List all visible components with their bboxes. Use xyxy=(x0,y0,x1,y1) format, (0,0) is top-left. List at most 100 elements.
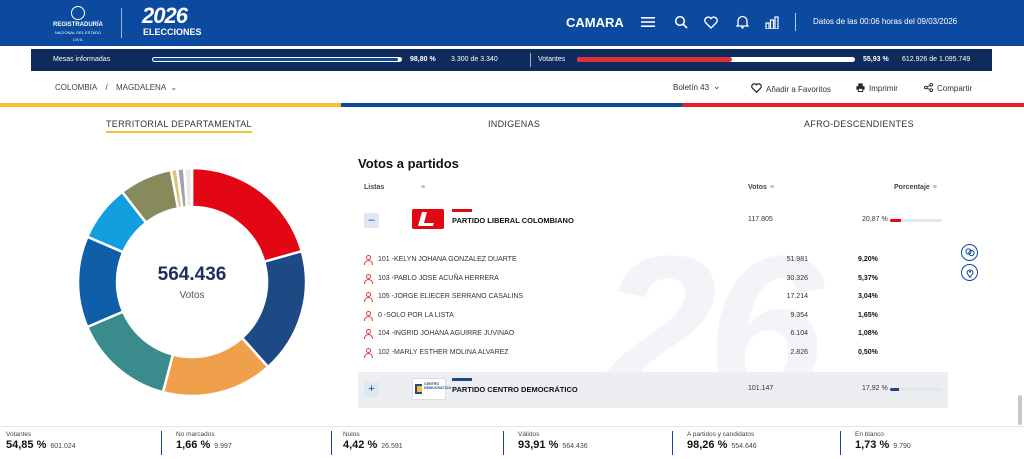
sort-icon: ≡ xyxy=(932,184,937,191)
candidate-name: 0 -SOLO POR LA LISTA xyxy=(378,311,454,319)
candidate-name: 101 -KELYN JOHANA GONZALEZ DUARTE xyxy=(378,256,517,263)
candidate-name: 104 -INGRID JOHANA AGUIRRE JUVINAO xyxy=(378,330,515,337)
candidate-votes: 51.981 xyxy=(786,256,808,263)
votantes-progress-bar xyxy=(577,57,855,62)
chevron-down-icon[interactable]: ⌄ xyxy=(170,83,178,92)
candidate-row[interactable]: 102 -MARLY ESTHER MOLINA ALVAREZ 2.826 0,5… xyxy=(364,347,884,360)
donut-slice-10[interactable] xyxy=(182,166,194,209)
party-logo-centro-democratico: CENTRO DEMOCRÁTICO xyxy=(412,378,452,400)
share-button[interactable]: Compartir xyxy=(924,83,972,94)
candidate-percent: 0,50% xyxy=(858,348,878,356)
footer-label: En blanco xyxy=(855,431,884,438)
votantes-progress-fill xyxy=(577,57,733,62)
candidate-name: 102 -MARLY ESTHER MOLINA ALVAREZ xyxy=(378,348,509,356)
seal-icon xyxy=(71,6,85,20)
progress-stats-bar: Mesas informadas 98,80 % 3.300 de 3.340 … xyxy=(31,49,992,71)
print-button[interactable]: Imprimir xyxy=(856,83,898,94)
user-icon xyxy=(364,310,373,321)
user-icon xyxy=(364,347,373,358)
footer-divider xyxy=(331,431,332,455)
corporation-title: CAMARA xyxy=(566,15,624,30)
candidate-votes: 17.214 xyxy=(786,293,808,300)
col-porcentaje-label: Porcentaje xyxy=(894,184,930,191)
party-name: PARTIDO CENTRO DEMOCRÁTICO xyxy=(452,385,578,394)
candidate-percent: 9,20% xyxy=(858,256,878,263)
candidate-row[interactable]: 103 -PABLO JOSE ACUÑA HERRERA 30.326 5,37% xyxy=(364,273,884,286)
footer-percent: 93,91 % xyxy=(518,439,559,451)
candidate-percent: 5,37% xyxy=(858,274,878,282)
party-percent: 17,92 % xyxy=(862,385,888,392)
chat-icon[interactable] xyxy=(961,244,978,261)
data-timestamp: Datos de las 00:06 horas del 09/03/2026 xyxy=(813,17,958,26)
tab-indigenas[interactable]: INDIGENAS xyxy=(488,119,541,129)
heart-icon[interactable] xyxy=(703,14,719,30)
mesas-progress-fill xyxy=(152,57,399,62)
add-favorites-button[interactable]: Añadir a Favoritos xyxy=(751,83,831,95)
expand-button[interactable]: + xyxy=(364,382,379,397)
footer-divider xyxy=(503,431,504,455)
registraduria-logo[interactable]: REGISTRADURÍA NACIONAL DEL ESTADO CIVIL xyxy=(50,6,106,42)
footer-label: No marcados xyxy=(176,431,215,438)
donut-center: 564.436 Votos xyxy=(77,167,307,397)
breadcrumb-department[interactable]: MAGDALENA xyxy=(115,83,167,92)
bar-chart-icon[interactable] xyxy=(764,14,780,30)
party-row-centro-democratico: + CENTRO DEMOCRÁTICO PARTIDO CENTRO DEMO… xyxy=(358,372,948,408)
col-header-porcentaje[interactable]: Porcentaje ≡ xyxy=(894,184,937,191)
footer-percent: 4,42 % xyxy=(343,439,378,451)
logo-year: 2026 xyxy=(142,3,188,28)
col-header-votos[interactable]: Votos ≡ xyxy=(748,184,774,191)
tab-territorial[interactable]: TERRITORIAL DEPARTAMENTAL xyxy=(106,119,252,133)
col-listas-menu-icon[interactable]: ≡ xyxy=(421,184,426,191)
party-color-stripe xyxy=(452,378,472,381)
candidate-row[interactable]: 104 -INGRID JOHANA AGUIRRE JUVINAO 6.104 1… xyxy=(364,329,884,341)
party-color-stripe xyxy=(452,209,472,212)
party-votes: 117.805 xyxy=(748,216,773,223)
scrollbar[interactable] xyxy=(1018,395,1022,425)
party-percent-fill xyxy=(890,388,900,391)
candidate-votes: 2.826 xyxy=(790,348,808,356)
footer-count: 26.591 xyxy=(381,443,403,450)
footer-count: 554.646 xyxy=(731,443,757,450)
menu-icon[interactable] xyxy=(640,14,656,30)
votes-donut-chart: 564.436 Votos xyxy=(76,166,308,398)
candidate-row[interactable]: 105 -JORGE ELIECER SERRANO CASALINS 17.21… xyxy=(364,292,884,304)
col-listas-label: Listas xyxy=(364,184,385,191)
results-title: Votos a partidos xyxy=(358,156,459,171)
footer-count: 601.024 xyxy=(50,443,76,450)
candidate-row[interactable]: 0 -SOLO POR LA LISTA 9.354 1,65% xyxy=(364,310,884,323)
print-label: Imprimir xyxy=(869,84,898,93)
votantes-label: Votantes xyxy=(538,56,566,63)
footer-divider xyxy=(672,431,673,455)
candidate-votes: 30.326 xyxy=(786,274,808,282)
footer-count: 564.436 xyxy=(562,443,588,450)
footer-count: 9.997 xyxy=(214,443,232,450)
candidate-name: 105 -JORGE ELIECER SERRANO CASALINS xyxy=(378,293,524,300)
bell-icon[interactable] xyxy=(734,14,750,30)
user-icon xyxy=(364,255,373,265)
user-icon xyxy=(364,329,373,339)
printer-icon xyxy=(856,83,865,94)
share-icon xyxy=(924,83,933,94)
candidate-votes: 9.354 xyxy=(790,311,808,319)
candidate-row[interactable]: 101 -KELYN JOHANA GONZALEZ DUARTE 51.981 9… xyxy=(364,255,884,267)
footer-label: Votantes xyxy=(6,431,32,438)
candidate-percent: 1,08% xyxy=(858,330,878,337)
party-percent-fill xyxy=(890,219,901,222)
top-navbar: REGISTRADURÍA NACIONAL DEL ESTADO CIVIL … xyxy=(0,0,1024,46)
collapse-button[interactable]: – xyxy=(364,213,379,228)
location-pin-icon[interactable] xyxy=(961,264,978,281)
flag-stripe-yellow xyxy=(0,103,341,107)
search-icon[interactable] xyxy=(673,14,689,30)
footer-label: A partidos y candidatos xyxy=(687,431,755,438)
tab-afro[interactable]: AFRO-DESCENDIENTES xyxy=(804,119,914,129)
footer-count: 9.790 xyxy=(893,443,911,450)
total-votes: 564.436 xyxy=(157,263,227,285)
user-icon xyxy=(364,292,373,302)
breadcrumb-country[interactable]: COLOMBIA xyxy=(55,83,98,92)
footer-divider xyxy=(840,431,841,455)
party-logo-text: CENTRO DEMOCRÁTICO xyxy=(424,382,452,390)
boletin-select[interactable]: Boletín 43 ⌄ xyxy=(673,81,721,93)
footer-votantes: Votantes 54,85 % 601.024 xyxy=(6,431,76,451)
mesas-progress-bar xyxy=(152,57,402,62)
footer-percent: 1,73 % xyxy=(855,439,890,451)
